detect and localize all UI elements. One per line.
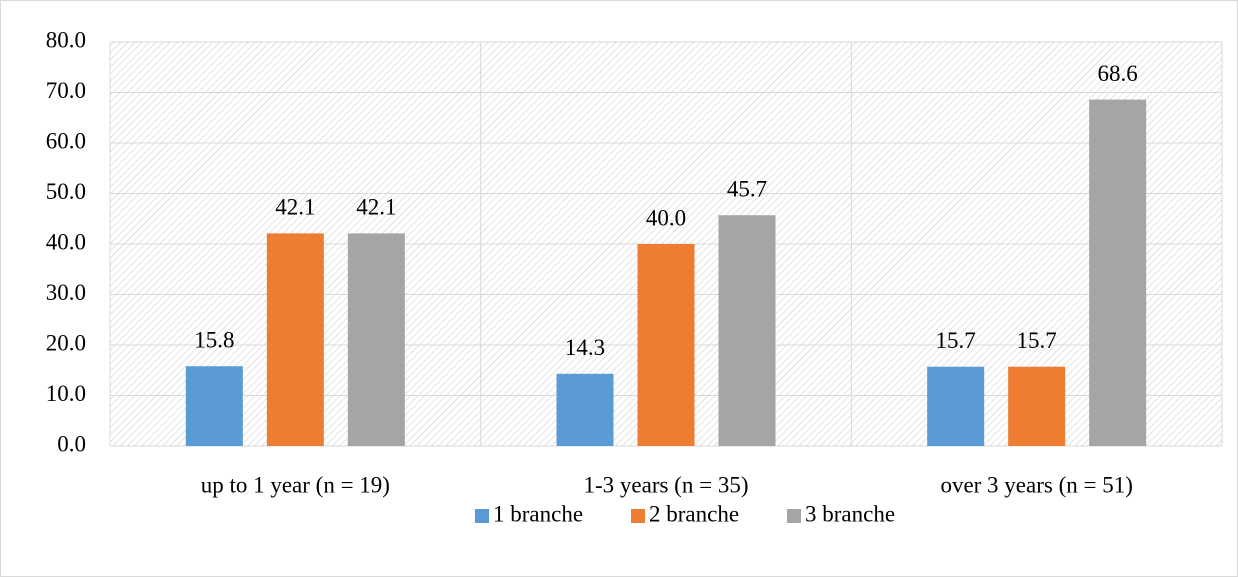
bar	[718, 215, 776, 446]
bar	[1008, 366, 1066, 446]
bar	[556, 373, 614, 446]
data-label: 45.7	[727, 176, 767, 201]
y-tick-label: 60.0	[46, 128, 86, 153]
y-tick-label: 50.0	[46, 179, 86, 204]
y-tick-label: 70.0	[46, 78, 86, 103]
y-tick-label: 80.0	[46, 27, 86, 52]
x-tick-label: 1-3 years (n = 35)	[584, 472, 749, 497]
data-label: 40.0	[646, 205, 686, 230]
x-tick-label: over 3 years (n = 51)	[940, 472, 1132, 497]
x-tick-label: up to 1 year (n = 19)	[201, 472, 390, 497]
y-tick-label: 0.0	[57, 431, 86, 456]
legend-label: 1 branche	[493, 501, 583, 526]
y-tick-label: 10.0	[46, 381, 86, 406]
legend-label: 2 branche	[649, 501, 739, 526]
data-label: 15.8	[194, 327, 234, 352]
y-tick-label: 20.0	[46, 330, 86, 355]
bar	[266, 233, 324, 446]
bar	[637, 244, 695, 446]
data-label: 14.3	[565, 335, 605, 360]
bar	[185, 366, 243, 446]
bar	[1089, 99, 1147, 446]
bar	[927, 366, 985, 446]
data-label: 42.1	[275, 195, 315, 220]
legend-label: 3 branche	[805, 501, 895, 526]
bar	[347, 233, 405, 446]
data-label: 15.7	[1017, 328, 1057, 353]
legend-swatch	[631, 509, 645, 523]
data-label: 68.6	[1098, 61, 1138, 86]
y-tick-label: 30.0	[46, 280, 86, 305]
data-label: 15.7	[936, 328, 976, 353]
legend-swatch	[787, 509, 801, 523]
data-label: 42.1	[356, 195, 396, 220]
y-tick-label: 40.0	[46, 229, 86, 254]
legend-swatch	[475, 509, 489, 523]
